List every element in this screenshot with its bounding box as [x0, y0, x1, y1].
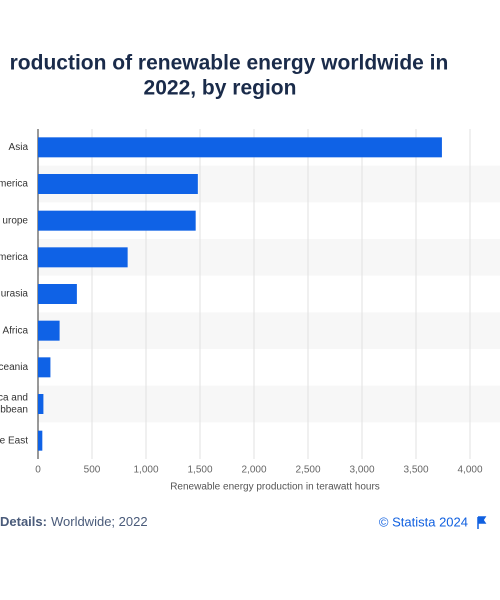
y-tick-label: ceania: [0, 362, 28, 373]
y-tick-label: ca and: [0, 393, 28, 404]
x-tick-label: 3,500: [403, 465, 428, 476]
flag-icon[interactable]: [477, 516, 487, 529]
chart-title: 2022, by region: [144, 77, 297, 100]
x-tick-label: 4,000: [457, 465, 482, 476]
row-stripe: [38, 385, 500, 423]
details-label: Details:: [0, 514, 47, 529]
details-text: Worldwide; 2022: [51, 514, 148, 529]
details: Details: Worldwide; 2022: [0, 514, 148, 529]
y-tick-label: e East: [0, 435, 28, 446]
bar: [38, 210, 196, 231]
source[interactable]: © Statista 2024: [379, 514, 468, 529]
x-tick-label: 2,500: [295, 465, 320, 476]
bar: [38, 174, 198, 194]
bar: [38, 430, 43, 451]
y-tick-label: Asia: [9, 142, 29, 153]
x-tick-label: 0: [35, 465, 41, 476]
x-tick-label: 500: [84, 465, 101, 476]
bar: [38, 357, 51, 378]
x-tick-label: 1,000: [133, 465, 158, 476]
y-tick-label: bbean: [0, 405, 28, 416]
y-tick-label: urasia: [1, 289, 29, 300]
bar: [38, 137, 442, 158]
y-tick-label: merica: [0, 179, 28, 190]
bar: [38, 394, 44, 414]
x-axis-title: Renewable energy production in terawatt …: [170, 482, 380, 493]
x-tick-label: 1,500: [187, 465, 212, 476]
bar: [38, 247, 128, 268]
y-tick-label: merica: [0, 252, 28, 263]
x-tick-label: 2,000: [241, 465, 266, 476]
bar: [38, 320, 60, 341]
y-tick-label: Africa: [2, 325, 28, 336]
x-tick-label: 3,000: [349, 465, 374, 476]
chart-title: roduction of renewable energy worldwide …: [10, 52, 449, 75]
row-stripe: [38, 312, 500, 349]
y-tick-label: urope: [2, 215, 28, 226]
bar: [38, 284, 77, 304]
